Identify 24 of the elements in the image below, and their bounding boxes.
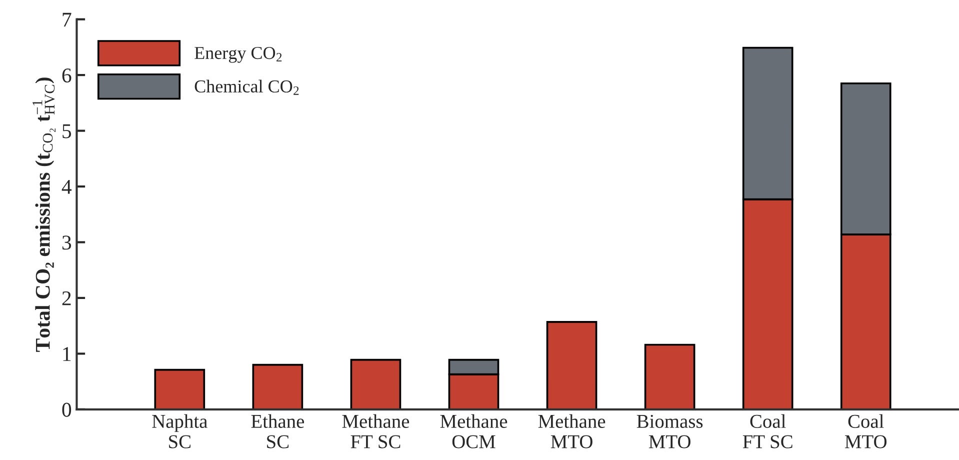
y-tick-label: 5 xyxy=(62,124,72,138)
y-tick-label: 6 xyxy=(62,68,72,82)
bar xyxy=(546,321,598,410)
x-tick-label: Methane FT SC xyxy=(342,414,410,448)
bar xyxy=(350,358,402,410)
bar xyxy=(252,364,304,410)
x-tick-label: Coal FT SC xyxy=(742,414,792,448)
y-tick-label: 2 xyxy=(62,291,71,306)
bar xyxy=(644,344,696,410)
x-tick-label: Coal MTO xyxy=(844,414,887,448)
legend-label: Chemical CO$_{2}$ xyxy=(194,80,299,95)
legend-label: Energy CO$_{2}$ xyxy=(194,46,282,63)
bar xyxy=(154,368,206,410)
y-tick-label: 0 xyxy=(62,402,72,417)
x-tick-label: Biomass MTO xyxy=(636,414,703,448)
y-axis-title: Total CO₂ emissions (t$_{CO₂}$ t$^{−1}$$_{HVC}$) xyxy=(32,78,56,352)
x-tick-label: Methane OCM xyxy=(440,414,508,448)
y-tick-label: 1 xyxy=(63,347,71,361)
y-tick-label: 4 xyxy=(62,180,72,194)
x-tick-label: Methane MTO xyxy=(538,414,606,448)
y-tick-label: 3 xyxy=(62,236,72,250)
x-tick-label: Naphta SC xyxy=(152,414,208,448)
x-tick-label: Ethane SC xyxy=(251,414,304,448)
y-tick-label: 7 xyxy=(62,12,72,27)
